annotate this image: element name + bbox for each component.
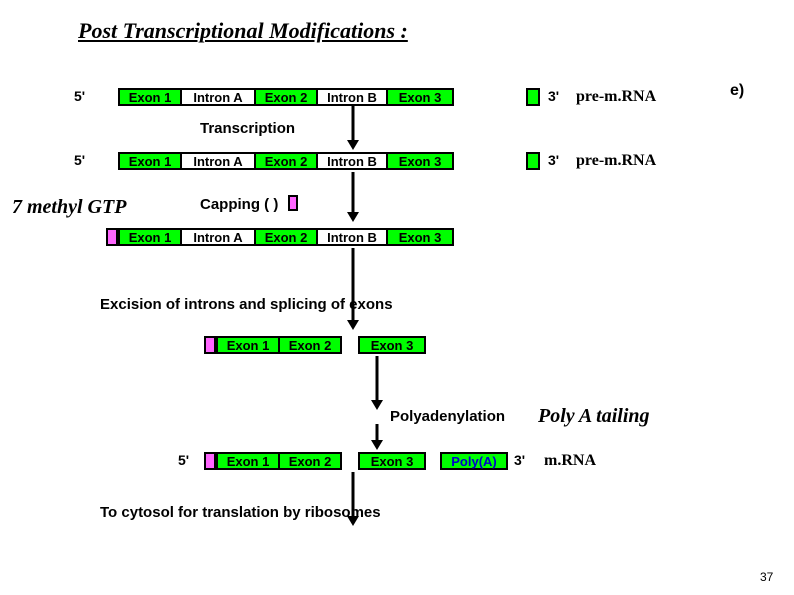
seg-exon1-r2: Exon 1 <box>118 152 182 170</box>
seg-intronB-r3: Intron B <box>316 228 388 246</box>
annotation-methyl-gtp: 7 methyl GTP <box>12 196 126 219</box>
arrow-polyadenylation-2 <box>370 424 384 450</box>
label-premrna-r1: pre-m.RNA <box>576 88 656 106</box>
arrow-polyadenylation <box>370 356 384 410</box>
label-to-cytosol: To cytosol for translation by ribosomes <box>100 504 381 521</box>
seg-exon3-r1: Exon 3 <box>386 88 454 106</box>
seg-intronA-r1: Intron A <box>180 88 256 106</box>
seg-exon3-r5: Exon 3 <box>358 452 426 470</box>
arrow-transcription <box>346 106 360 150</box>
page-title: Post Transcriptional Modifications : <box>78 18 408 44</box>
arrow-to-cytosol <box>346 472 360 526</box>
label-3prime-r2: 3' <box>548 152 559 168</box>
seg-3prime-box-r2 <box>526 152 540 170</box>
seg-exon1-r1: Exon 1 <box>118 88 182 106</box>
seg-intronB-r1: Intron B <box>316 88 388 106</box>
label-capping: Capping ( ) <box>200 196 278 213</box>
label-3prime-r1: 3' <box>548 88 559 104</box>
seg-exon2-r4: Exon 2 <box>278 336 342 354</box>
label-3prime-r5: 3' <box>514 452 525 468</box>
label-transcription: Transcription <box>200 120 295 137</box>
seg-exon2-r5: Exon 2 <box>278 452 342 470</box>
seg-exon3-r3: Exon 3 <box>386 228 454 246</box>
label-5prime-r1: 5' <box>74 88 85 104</box>
label-e: e) <box>730 82 744 100</box>
page-number: 37 <box>760 570 773 584</box>
seg-cap-r5 <box>204 452 216 470</box>
seg-cap-r4 <box>204 336 216 354</box>
seg-cap-r3 <box>106 228 118 246</box>
label-5prime-r5: 5' <box>178 452 189 468</box>
label-polyadenylation: Polyadenylation <box>390 408 505 425</box>
seg-intronB-r2: Intron B <box>316 152 388 170</box>
seg-exon3-r2: Exon 3 <box>386 152 454 170</box>
seg-polyA-r5: Poly(A) <box>440 452 508 470</box>
arrow-splicing <box>346 248 360 330</box>
seg-3prime-box-r1 <box>526 88 540 106</box>
capping-box-inline <box>288 195 298 211</box>
label-mrna-r5: m.RNA <box>544 452 596 470</box>
seg-exon2-r3: Exon 2 <box>254 228 318 246</box>
seg-exon3-r4: Exon 3 <box>358 336 426 354</box>
seg-exon2-r1: Exon 2 <box>254 88 318 106</box>
seg-exon1-r3: Exon 1 <box>118 228 182 246</box>
arrow-capping <box>346 172 360 222</box>
label-premrna-r2: pre-m.RNA <box>576 152 656 170</box>
seg-intronA-r2: Intron A <box>180 152 256 170</box>
seg-intronA-r3: Intron A <box>180 228 256 246</box>
label-5prime-r2: 5' <box>74 152 85 168</box>
seg-exon1-r4: Exon 1 <box>216 336 280 354</box>
annotation-poly-a: Poly A tailing <box>538 405 650 428</box>
seg-exon1-r5: Exon 1 <box>216 452 280 470</box>
seg-exon2-r2: Exon 2 <box>254 152 318 170</box>
